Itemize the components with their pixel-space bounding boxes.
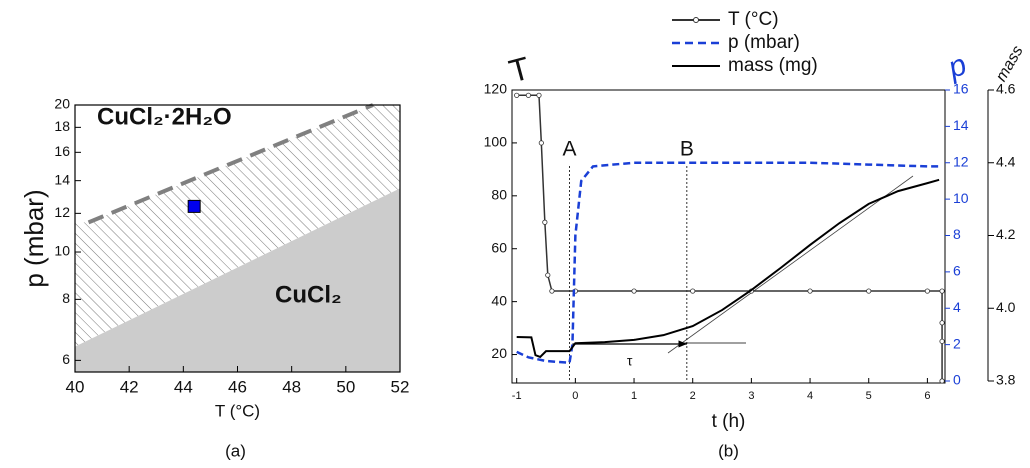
- series-marker: [939, 378, 945, 384]
- tangent-line: [667, 175, 914, 354]
- series-marker: [690, 288, 696, 294]
- y-tick-label: 6: [62, 351, 70, 367]
- y2-tick-label: 14: [953, 117, 969, 133]
- y2-tick-label: 6: [953, 263, 961, 279]
- caption: (a): [225, 441, 246, 460]
- phase-label: CuCl₂·2H₂O: [97, 103, 232, 130]
- y-tick-label: 20: [491, 345, 507, 361]
- stable-region: [75, 188, 400, 372]
- series-line: [516, 161, 943, 365]
- y3-axis-title: mass: [993, 43, 1027, 85]
- y2-tick-label: 0: [953, 372, 961, 388]
- x-tick-label: 5: [866, 390, 872, 402]
- y2-tick-label: 2: [953, 335, 961, 351]
- series-marker: [525, 92, 532, 98]
- x-tick-label: 44: [174, 377, 193, 396]
- y-tick-label: 8: [62, 290, 70, 306]
- series-marker: [939, 320, 945, 326]
- annotation: A: [562, 138, 576, 161]
- caption: (b): [718, 441, 739, 460]
- plot-frame: [511, 89, 946, 384]
- y2-tick-label: 16: [953, 81, 969, 97]
- series-marker: [536, 92, 542, 98]
- y-tick-label: 120: [484, 81, 508, 97]
- y-tick-label: 12: [54, 204, 70, 220]
- legend-label: T (°C): [728, 9, 779, 30]
- x-tick-label: -1: [512, 390, 522, 402]
- y-tick-label: 80: [491, 187, 507, 203]
- x-tick-label: 3: [748, 390, 754, 402]
- series-line: [516, 178, 940, 359]
- phase-label: CuCl₂: [275, 281, 342, 308]
- x-tick-label: 1: [631, 390, 637, 402]
- x-tick-label: 42: [120, 377, 139, 396]
- y-axis-title: p (mbar): [19, 189, 49, 287]
- y-tick-label: 40: [491, 292, 507, 308]
- series-line: [516, 94, 943, 381]
- y-tick-label: 14: [54, 171, 70, 187]
- x-tick-label: 52: [391, 377, 410, 396]
- y3-tick-label: 4.2: [996, 226, 1016, 242]
- x-tick-label: 6: [924, 390, 930, 402]
- series-marker: [939, 338, 945, 344]
- series-marker: [631, 288, 637, 294]
- x-axis-title: T (°C): [215, 401, 260, 420]
- series-marker: [939, 288, 945, 294]
- x-tick-label: 0: [572, 390, 578, 402]
- sample-point: [187, 199, 201, 213]
- tau-label: τ: [627, 353, 633, 369]
- y2-tick-label: 4: [953, 299, 961, 315]
- annotation: B: [680, 138, 694, 161]
- x-tick-label: 48: [282, 377, 301, 396]
- x-tick-label: 46: [228, 377, 247, 396]
- legend-label: mass (mg): [728, 55, 818, 76]
- y3-tick-label: 4.4: [996, 153, 1016, 169]
- y2-axis-title: p: [943, 48, 971, 85]
- x-tick-label: 2: [690, 390, 696, 402]
- x-axis-title: t (h): [712, 411, 746, 432]
- y3-tick-label: 4.0: [996, 299, 1016, 315]
- y-tick-label: 10: [54, 243, 70, 259]
- y-tick-label: 100: [484, 134, 508, 150]
- y-tick-label: 20: [54, 96, 70, 112]
- x-tick-label: 40: [66, 377, 85, 396]
- series-marker: [514, 92, 520, 98]
- y2-tick-label: 10: [953, 190, 969, 206]
- legend-label: p (mbar): [728, 32, 800, 53]
- hatched-region: [75, 105, 400, 347]
- series-marker: [866, 288, 872, 294]
- panel-b: -1 0 1 2 3 4 5 62040608010012002468101214163.84…: [484, 9, 1027, 460]
- y3-tick-label: 3.8: [996, 372, 1016, 388]
- x-tick-label: 4: [807, 390, 813, 402]
- y3-tick-label: 4.6: [996, 81, 1016, 97]
- series-marker: [542, 219, 548, 225]
- legend-marker: [693, 17, 699, 23]
- y-tick-label: 16: [54, 143, 70, 159]
- phase-boundary: [87, 103, 374, 225]
- x-tick-label: 50: [336, 377, 355, 396]
- y2-tick-label: 8: [953, 226, 961, 242]
- series-marker: [924, 288, 930, 294]
- series-marker: [538, 140, 544, 146]
- y-axis-title: T: [505, 50, 533, 90]
- y2-tick-label: 12: [953, 153, 969, 169]
- panel-a: 40 42 44 46 48 50 52 6 8 10 12 14 16 18 20 T (°C) p (mba…: [19, 96, 410, 461]
- y-tick-label: 18: [54, 118, 70, 134]
- series-marker: [807, 288, 813, 294]
- series-marker: [545, 272, 551, 278]
- series-marker: [549, 288, 555, 294]
- y-tick-label: 60: [491, 239, 507, 255]
